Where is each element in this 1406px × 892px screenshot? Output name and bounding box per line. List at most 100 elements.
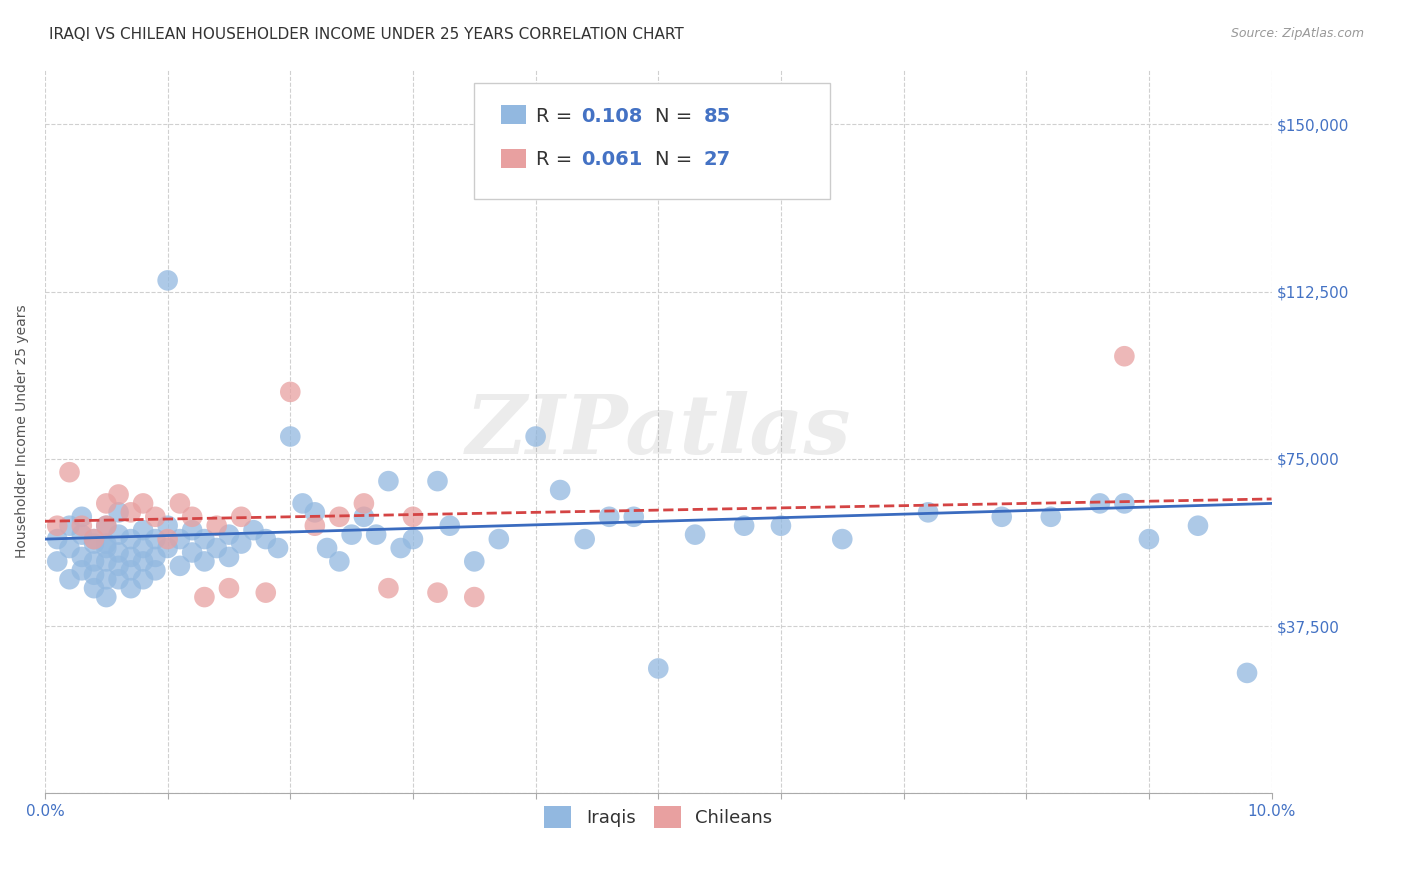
- Point: [83, 532, 105, 546]
- Point: [917, 505, 939, 519]
- Point: [377, 474, 399, 488]
- Point: [58, 518, 80, 533]
- Point: [96, 590, 118, 604]
- Point: [623, 509, 645, 524]
- Point: [1187, 518, 1209, 533]
- Point: [96, 554, 118, 568]
- Text: IRAQI VS CHILEAN HOUSEHOLDER INCOME UNDER 25 YEARS CORRELATION CHART: IRAQI VS CHILEAN HOUSEHOLDER INCOME UNDE…: [49, 27, 683, 42]
- Point: [426, 474, 449, 488]
- FancyBboxPatch shape: [474, 83, 830, 199]
- Point: [340, 527, 363, 541]
- Text: 85: 85: [703, 107, 731, 126]
- Point: [83, 554, 105, 568]
- Point: [218, 527, 240, 541]
- Point: [548, 483, 571, 497]
- Text: 0.108: 0.108: [581, 107, 643, 126]
- Point: [278, 384, 301, 399]
- Text: R =: R =: [536, 151, 578, 169]
- Point: [156, 532, 179, 546]
- Point: [524, 429, 547, 443]
- Point: [107, 545, 129, 559]
- Point: [218, 549, 240, 564]
- Point: [70, 509, 93, 524]
- Point: [156, 273, 179, 287]
- Point: [46, 518, 69, 533]
- Y-axis label: Householder Income Under 25 years: Householder Income Under 25 years: [15, 304, 30, 558]
- Point: [120, 532, 142, 546]
- Point: [426, 585, 449, 599]
- Point: [96, 541, 118, 555]
- Point: [83, 536, 105, 550]
- Point: [463, 554, 485, 568]
- Point: [205, 518, 228, 533]
- Point: [990, 509, 1012, 524]
- Point: [83, 581, 105, 595]
- Point: [156, 518, 179, 533]
- Point: [58, 572, 80, 586]
- Point: [46, 554, 69, 568]
- Point: [193, 590, 215, 604]
- Text: 0.061: 0.061: [581, 151, 643, 169]
- Point: [267, 541, 290, 555]
- Point: [683, 527, 706, 541]
- Point: [120, 549, 142, 564]
- Point: [316, 541, 339, 555]
- Point: [598, 509, 620, 524]
- Point: [132, 572, 155, 586]
- Point: [353, 496, 375, 510]
- Point: [145, 532, 167, 546]
- Point: [132, 541, 155, 555]
- Point: [70, 518, 93, 533]
- Point: [181, 523, 204, 537]
- Point: [70, 563, 93, 577]
- Point: [402, 532, 425, 546]
- Point: [120, 581, 142, 595]
- Point: [46, 532, 69, 546]
- Point: [463, 590, 485, 604]
- Legend: Iraqis, Chileans: Iraqis, Chileans: [537, 798, 779, 835]
- Point: [377, 581, 399, 595]
- Point: [107, 487, 129, 501]
- Point: [107, 558, 129, 573]
- Point: [1114, 349, 1136, 363]
- Point: [181, 545, 204, 559]
- Point: [169, 496, 191, 510]
- Point: [254, 585, 277, 599]
- Point: [107, 572, 129, 586]
- Point: [70, 549, 93, 564]
- Text: N =: N =: [655, 107, 699, 126]
- Point: [328, 509, 350, 524]
- Text: N =: N =: [655, 151, 699, 169]
- Point: [58, 465, 80, 479]
- Point: [96, 518, 118, 533]
- Point: [304, 505, 326, 519]
- Point: [769, 518, 792, 533]
- Point: [278, 429, 301, 443]
- Point: [96, 496, 118, 510]
- FancyBboxPatch shape: [502, 149, 526, 168]
- Point: [193, 554, 215, 568]
- Point: [145, 509, 167, 524]
- Point: [733, 518, 755, 533]
- Point: [231, 536, 253, 550]
- Point: [96, 518, 118, 533]
- Point: [107, 527, 129, 541]
- Point: [304, 518, 326, 533]
- Point: [156, 541, 179, 555]
- Point: [488, 532, 510, 546]
- Point: [647, 661, 669, 675]
- Point: [132, 554, 155, 568]
- Point: [96, 536, 118, 550]
- Point: [254, 532, 277, 546]
- Point: [145, 549, 167, 564]
- Point: [366, 527, 388, 541]
- Text: Source: ZipAtlas.com: Source: ZipAtlas.com: [1230, 27, 1364, 40]
- Point: [120, 505, 142, 519]
- Point: [120, 563, 142, 577]
- Point: [231, 509, 253, 524]
- Point: [107, 505, 129, 519]
- Point: [291, 496, 314, 510]
- Point: [132, 523, 155, 537]
- Point: [1088, 496, 1111, 510]
- Point: [1114, 496, 1136, 510]
